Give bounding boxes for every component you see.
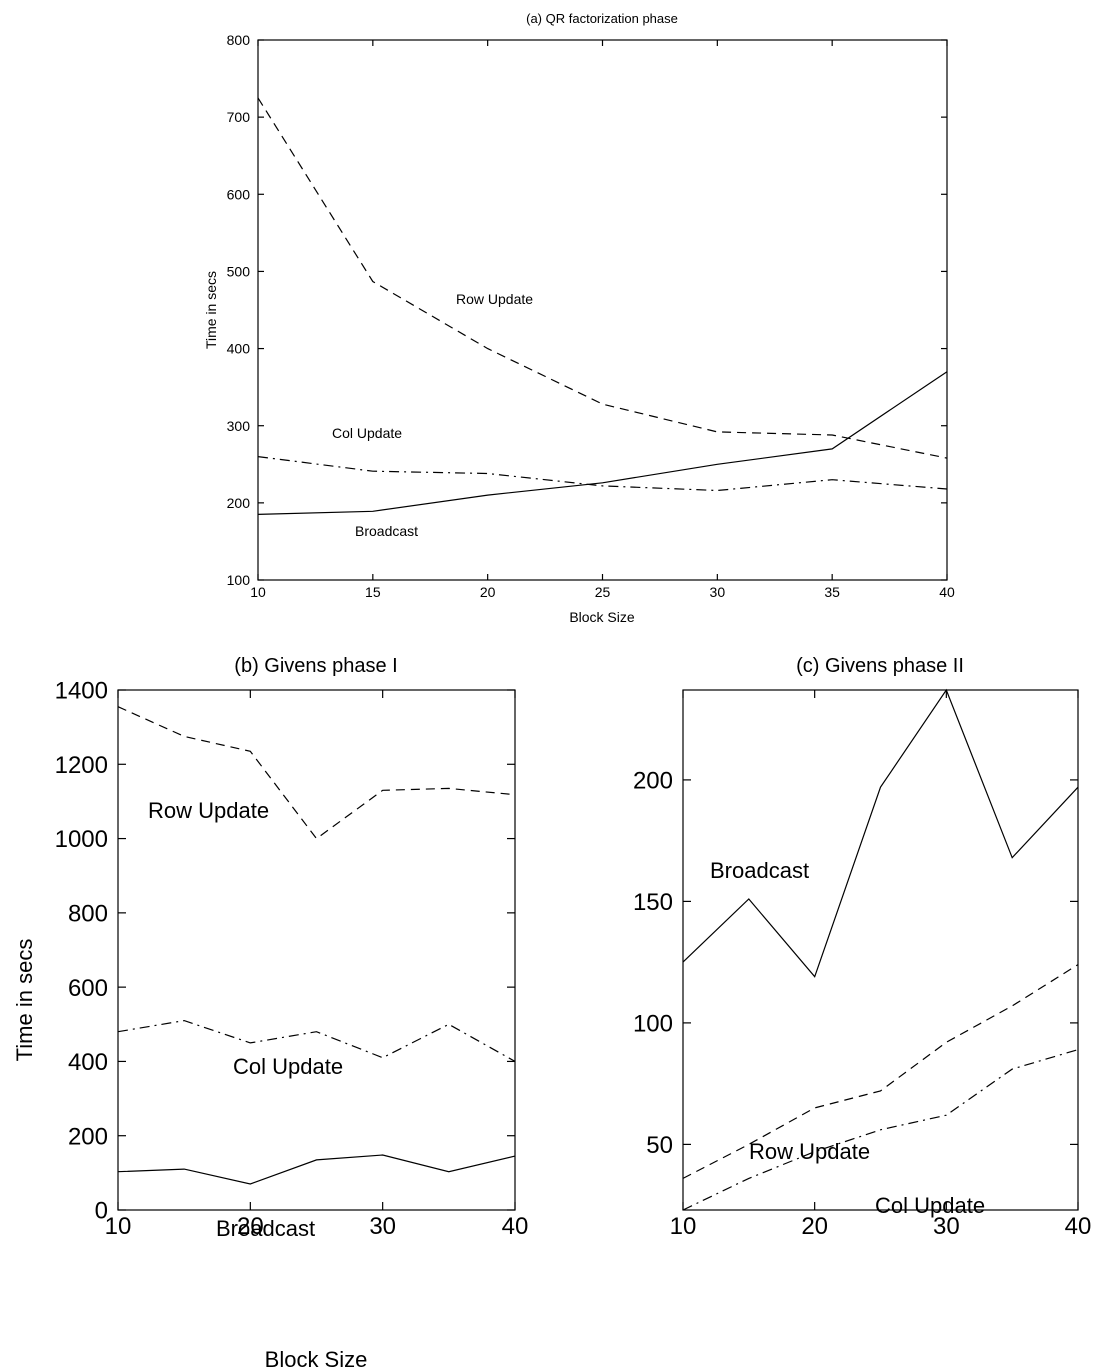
series-label-row-update: Row Update (148, 798, 269, 823)
x-axis-label: Block Size (569, 609, 635, 625)
x-tick-label: 40 (939, 584, 955, 600)
series-line-row-update (257, 97, 948, 459)
y-tick-label: 1200 (55, 752, 108, 779)
x-tick-label: 15 (365, 584, 381, 600)
x-tick-label: 20 (801, 1213, 828, 1240)
x-tick-label: 10 (105, 1213, 132, 1240)
series-line-col-update (117, 1019, 516, 1062)
y-axis-label: Time in secs (203, 271, 219, 349)
y-tick-label: 800 (227, 32, 251, 48)
y-tick-label: 400 (68, 1049, 108, 1076)
chart-title: (a) QR factorization phase (526, 11, 678, 26)
x-tick-label: 30 (710, 584, 726, 600)
y-tick-label: 150 (633, 889, 673, 916)
y-tick-label: 100 (227, 572, 251, 588)
chart-givens-phase-1: (b) Givens phase I 10 20 30 40 0 200 400 600 80… (12, 655, 528, 1372)
plot-area (257, 39, 948, 581)
y-tick-label: 500 (227, 263, 251, 279)
x-axis: 10 20 30 40 (670, 690, 1092, 1240)
series-label-col-update: Col Update (875, 1193, 985, 1218)
series-label-broadcast: Broadcast (710, 858, 809, 883)
chart-title: (c) Givens phase II (796, 655, 964, 677)
x-axis: 10 15 20 25 30 35 40 (250, 40, 955, 600)
y-tick-label: 100 (633, 1011, 673, 1038)
series-lines (257, 97, 948, 515)
x-tick-label: 40 (1065, 1213, 1092, 1240)
y-axis-label: Time in secs (12, 939, 37, 1062)
y-tick-label: 0 (95, 1198, 108, 1225)
x-tick-label: 30 (369, 1213, 396, 1240)
plot-area (682, 689, 1079, 1211)
y-tick-label: 300 (227, 418, 251, 434)
series-lines (682, 688, 1079, 1211)
x-tick-label: 10 (670, 1213, 697, 1240)
x-axis-label: Block Size (265, 1347, 368, 1372)
y-tick-label: 200 (633, 768, 673, 795)
x-tick-label: 20 (237, 1213, 264, 1240)
x-tick-label: 35 (824, 584, 840, 600)
y-axis: 0 200 400 600 800 1000 1200 1400 (55, 678, 515, 1225)
series-label-broadcast: Broadcast (216, 1216, 315, 1241)
y-axis: 50 100 150 200 (633, 768, 1078, 1159)
chart-title: (b) Givens phase I (234, 655, 397, 677)
x-tick-label: 20 (480, 584, 496, 600)
y-tick-label: 1000 (55, 826, 108, 853)
x-tick-label: 10 (250, 584, 266, 600)
chart-givens-phase-2: (c) Givens phase II 10 20 30 40 50 100 150 200… (633, 655, 1091, 1240)
x-axis: 10 20 30 40 (105, 690, 529, 1240)
series-line-col-update (257, 456, 948, 492)
y-tick-label: 200 (68, 1123, 108, 1150)
y-tick-label: 200 (227, 495, 251, 511)
series-line-broadcast (257, 371, 948, 515)
x-tick-label: 25 (595, 584, 611, 600)
y-axis: 100 200 300 400 500 600 700 800 (227, 32, 947, 588)
plot-area (117, 689, 516, 1211)
series-line-row-update (682, 964, 1079, 1179)
series-line-row-update (117, 706, 516, 840)
y-tick-label: 1400 (55, 678, 108, 705)
series-line-broadcast (117, 1154, 516, 1185)
x-tick-label: 40 (502, 1213, 529, 1240)
series-label-broadcast: Broadcast (355, 523, 418, 539)
y-tick-label: 600 (68, 975, 108, 1002)
y-tick-label: 400 (227, 341, 251, 357)
series-label-row-update: Row Update (456, 291, 533, 307)
series-line-col-update (682, 1049, 1079, 1211)
series-label-row-update: Row Update (749, 1139, 870, 1164)
y-tick-label: 50 (646, 1132, 673, 1159)
y-tick-label: 700 (227, 109, 251, 125)
series-label-col-update: Col Update (233, 1054, 343, 1079)
series-lines (117, 706, 516, 1185)
series-line-broadcast (682, 688, 1079, 978)
series-label-col-update: Col Update (332, 425, 402, 441)
chart-qr-factorization: (a) QR factorization phase 10 15 20 25 30 35 4… (203, 11, 955, 625)
x-tick-label: 30 (933, 1213, 960, 1240)
y-tick-label: 600 (227, 186, 251, 202)
y-tick-label: 800 (68, 900, 108, 927)
